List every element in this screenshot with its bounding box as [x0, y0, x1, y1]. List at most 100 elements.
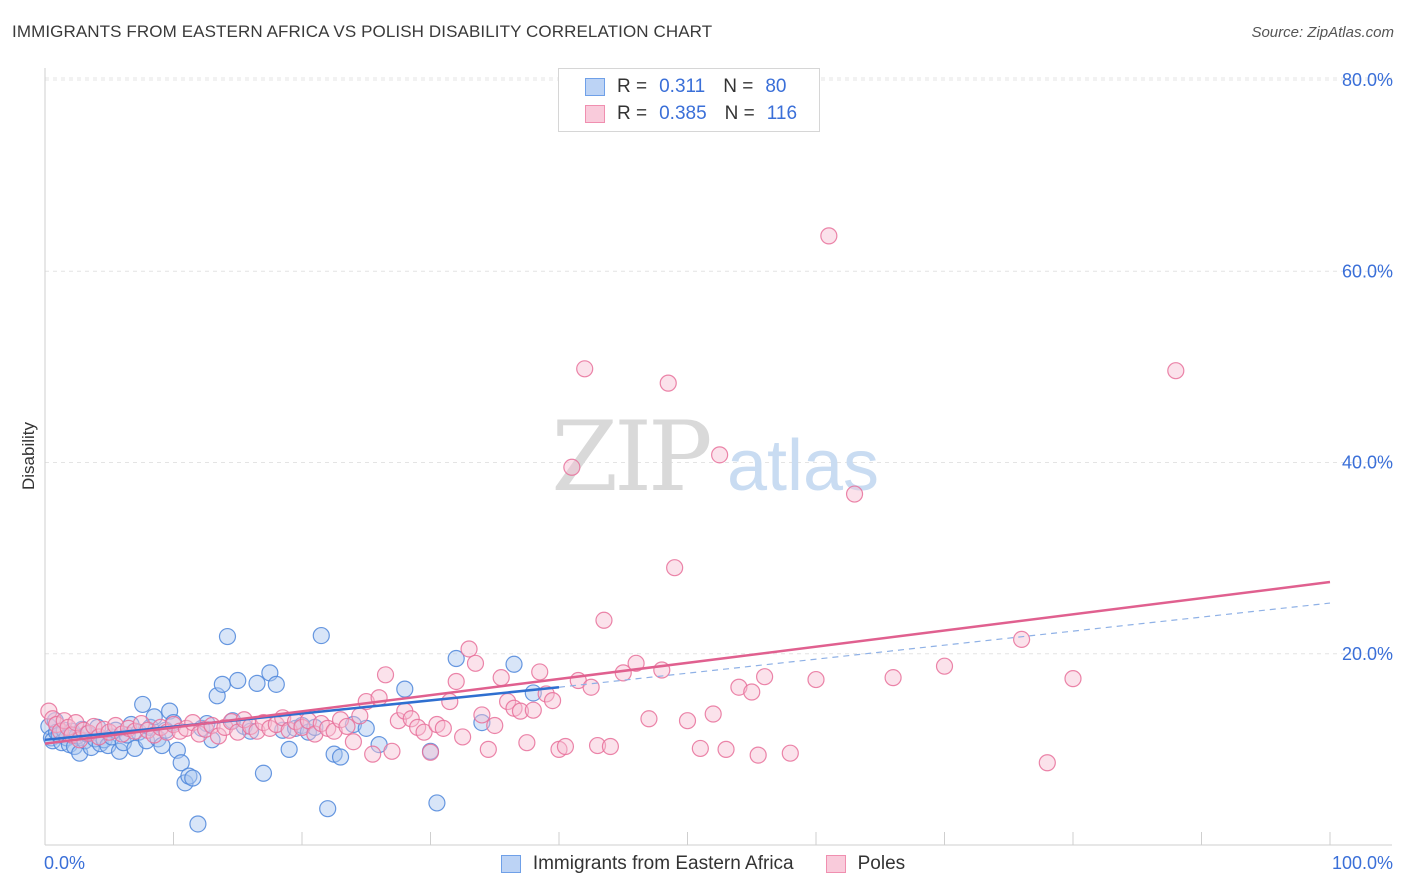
legend-swatch-blue: [585, 78, 605, 96]
data-point: [344, 715, 362, 734]
trend-line-poles: [44, 580, 1331, 745]
legend-row-poles: R = 0.385 N = 116: [585, 102, 797, 126]
data-point: [312, 626, 330, 645]
y-tick-label: 40.0%: [1342, 453, 1393, 473]
legend-label: Immigrants from Eastern Africa: [532, 853, 794, 874]
data-point: [421, 743, 440, 761]
series-legend: Immigrants from Eastern Africa Poles: [0, 851, 1406, 877]
y-tick-label: 80.0%: [1342, 70, 1393, 90]
data-point: [845, 485, 864, 503]
data-point: [248, 674, 266, 692]
stats-legend: R = 0.311 N = 80 R = 0.385 N = 116: [558, 68, 820, 132]
watermark: ZIP atlas: [551, 401, 879, 513]
data-point: [678, 712, 697, 730]
data-point: [505, 655, 523, 673]
data-point: [389, 712, 407, 730]
data-point: [749, 746, 767, 764]
data-point: [254, 764, 273, 782]
data-point: [376, 666, 395, 684]
data-point: [543, 692, 562, 710]
data-point: [563, 458, 581, 476]
data-point: [229, 671, 247, 690]
data-point: [218, 627, 237, 646]
data-point: [1064, 670, 1082, 688]
data-point: [1038, 754, 1056, 772]
trend-line-eastern-africa: [44, 685, 560, 742]
data-point: [601, 737, 620, 756]
data-point: [743, 683, 761, 701]
data-point: [531, 663, 549, 681]
data-point: [511, 702, 530, 720]
data-point: [781, 744, 799, 762]
data-point: [755, 668, 774, 686]
data-point: [280, 740, 298, 758]
legend-n-value: 80: [765, 76, 787, 97]
legend-r-value: 0.385: [659, 103, 707, 124]
data-point: [383, 742, 401, 760]
data-point: [627, 654, 645, 672]
data-point: [454, 728, 472, 746]
source-label: Source: ZipAtlas.com: [1251, 24, 1394, 41]
data-point: [666, 559, 684, 577]
legend-r-label: R =: [617, 76, 648, 97]
legend-n-label: N =: [724, 103, 755, 124]
data-point: [184, 769, 202, 787]
data-point: [820, 227, 838, 245]
data-point: [364, 745, 382, 763]
data-point: [1012, 630, 1031, 649]
data-point: [434, 719, 452, 737]
data-point: [428, 794, 446, 812]
data-point: [479, 740, 497, 758]
data-point: [134, 695, 152, 714]
data-point: [518, 734, 536, 752]
data-point: [659, 374, 677, 392]
data-point: [1167, 362, 1185, 380]
data-point: [717, 740, 735, 758]
data-point: [447, 672, 465, 691]
legend-item-eastern-africa[interactable]: Immigrants from Eastern Africa: [500, 853, 794, 875]
data-point: [524, 701, 542, 719]
legend-label: Poles: [857, 853, 906, 874]
data-point: [267, 675, 285, 693]
data-point: [344, 733, 362, 751]
tick-labels: 20.0% 40.0% 60.0% 80.0% 0.0% 100.0%: [44, 70, 1393, 873]
data-point: [213, 675, 231, 693]
legend-swatch-pink: [825, 855, 846, 873]
watermark-atlas: atlas: [727, 426, 879, 506]
data-point: [216, 718, 234, 736]
data-point: [351, 707, 369, 725]
data-point: [595, 611, 613, 629]
legend-r-label: R =: [617, 103, 648, 124]
data-point: [274, 721, 292, 739]
data-point: [691, 739, 709, 758]
data-point: [486, 716, 504, 735]
data-point: [248, 722, 266, 740]
data-point: [460, 640, 478, 658]
data-point: [402, 710, 420, 728]
data-point: [711, 446, 729, 464]
legend-n-value: 116: [766, 103, 798, 124]
legend-row-eastern-africa: R = 0.311 N = 80: [585, 75, 787, 99]
data-point: [209, 727, 228, 745]
trend-line-eastern-africa-projection: [558, 602, 1331, 688]
data-point: [172, 754, 190, 772]
grid-lines: [45, 77, 1392, 655]
data-point: [189, 815, 207, 833]
data-point: [473, 706, 491, 724]
data-point: [319, 800, 337, 818]
data-point: [331, 748, 350, 766]
legend-item-poles[interactable]: Poles: [825, 853, 906, 875]
chart-title: IMMIGRANTS FROM EASTERN AFRICA VS POLISH…: [12, 22, 713, 41]
y-tick-label: 20.0%: [1342, 644, 1393, 664]
data-point: [331, 711, 350, 729]
data-point: [447, 649, 465, 668]
data-point: [576, 360, 594, 378]
data-point: [280, 721, 298, 739]
legend-n-label: N =: [723, 76, 754, 97]
data-point: [807, 670, 825, 689]
data-point: [415, 723, 433, 741]
data-point: [588, 736, 607, 755]
data-point: [441, 692, 459, 711]
legend-swatch-pink: [585, 105, 605, 123]
